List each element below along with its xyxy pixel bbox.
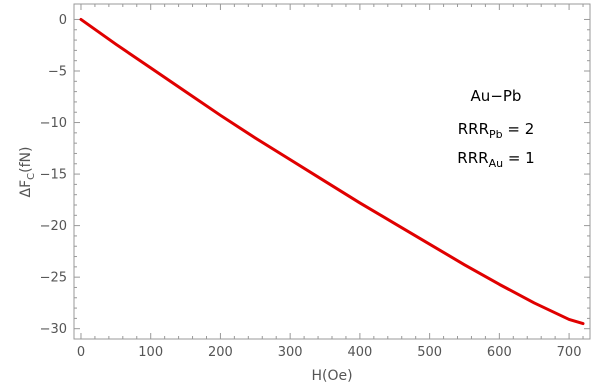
x-axis-title: H(Oe) <box>311 368 352 384</box>
annotation-rrr-au-sub: Au <box>489 157 504 170</box>
x-tick-label: 0 <box>77 345 85 360</box>
y-tick-label: −10 <box>40 116 67 131</box>
x-tick-label: 100 <box>138 345 163 360</box>
y-tick-label: −25 <box>40 271 67 286</box>
annotation-rrr-au-main: RRR <box>457 149 488 167</box>
y-axis-title: ΔFC(fN) <box>18 147 37 198</box>
annotation-rrr-pb-tail: = 2 <box>503 120 535 138</box>
y-tick-label: −30 <box>40 322 67 337</box>
annotation-rrr-pb-sub: Pb <box>489 128 503 141</box>
y-axis-title-unit: (fN) <box>18 147 34 173</box>
y-axis-title-main: ΔF <box>18 180 34 198</box>
x-tick-label: 200 <box>208 345 233 360</box>
annotation-rrr-au-tail: = 1 <box>503 149 535 167</box>
annotation-rrr-au: RRRAu = 1 <box>457 149 534 170</box>
y-tick-label: −5 <box>48 65 67 80</box>
x-tick-label: 600 <box>487 345 512 360</box>
y-tick-label: −15 <box>40 168 67 183</box>
x-tick-label: 400 <box>347 345 372 360</box>
plot-frame <box>73 3 591 340</box>
series-line <box>79 17 585 326</box>
annotation-rrr-pb-main: RRR <box>458 120 489 138</box>
y-tick-label: −20 <box>40 219 67 234</box>
annotation-material: Au−Pb <box>471 87 522 105</box>
x-tick-label: 300 <box>278 345 303 360</box>
y-axis-title-sub: C <box>26 173 37 180</box>
annotation-rrr-pb: RRRPb = 2 <box>458 120 535 141</box>
y-tick-labels: 0 −5 −10 −15 −20 −25 −30 <box>40 13 67 337</box>
x-tick-label: 700 <box>557 345 582 360</box>
x-tick-label: 500 <box>417 345 442 360</box>
x-tick-labels: 0 100 200 300 400 500 600 700 <box>77 345 582 360</box>
y-tick-label: 0 <box>59 13 67 28</box>
ticks <box>74 4 590 339</box>
